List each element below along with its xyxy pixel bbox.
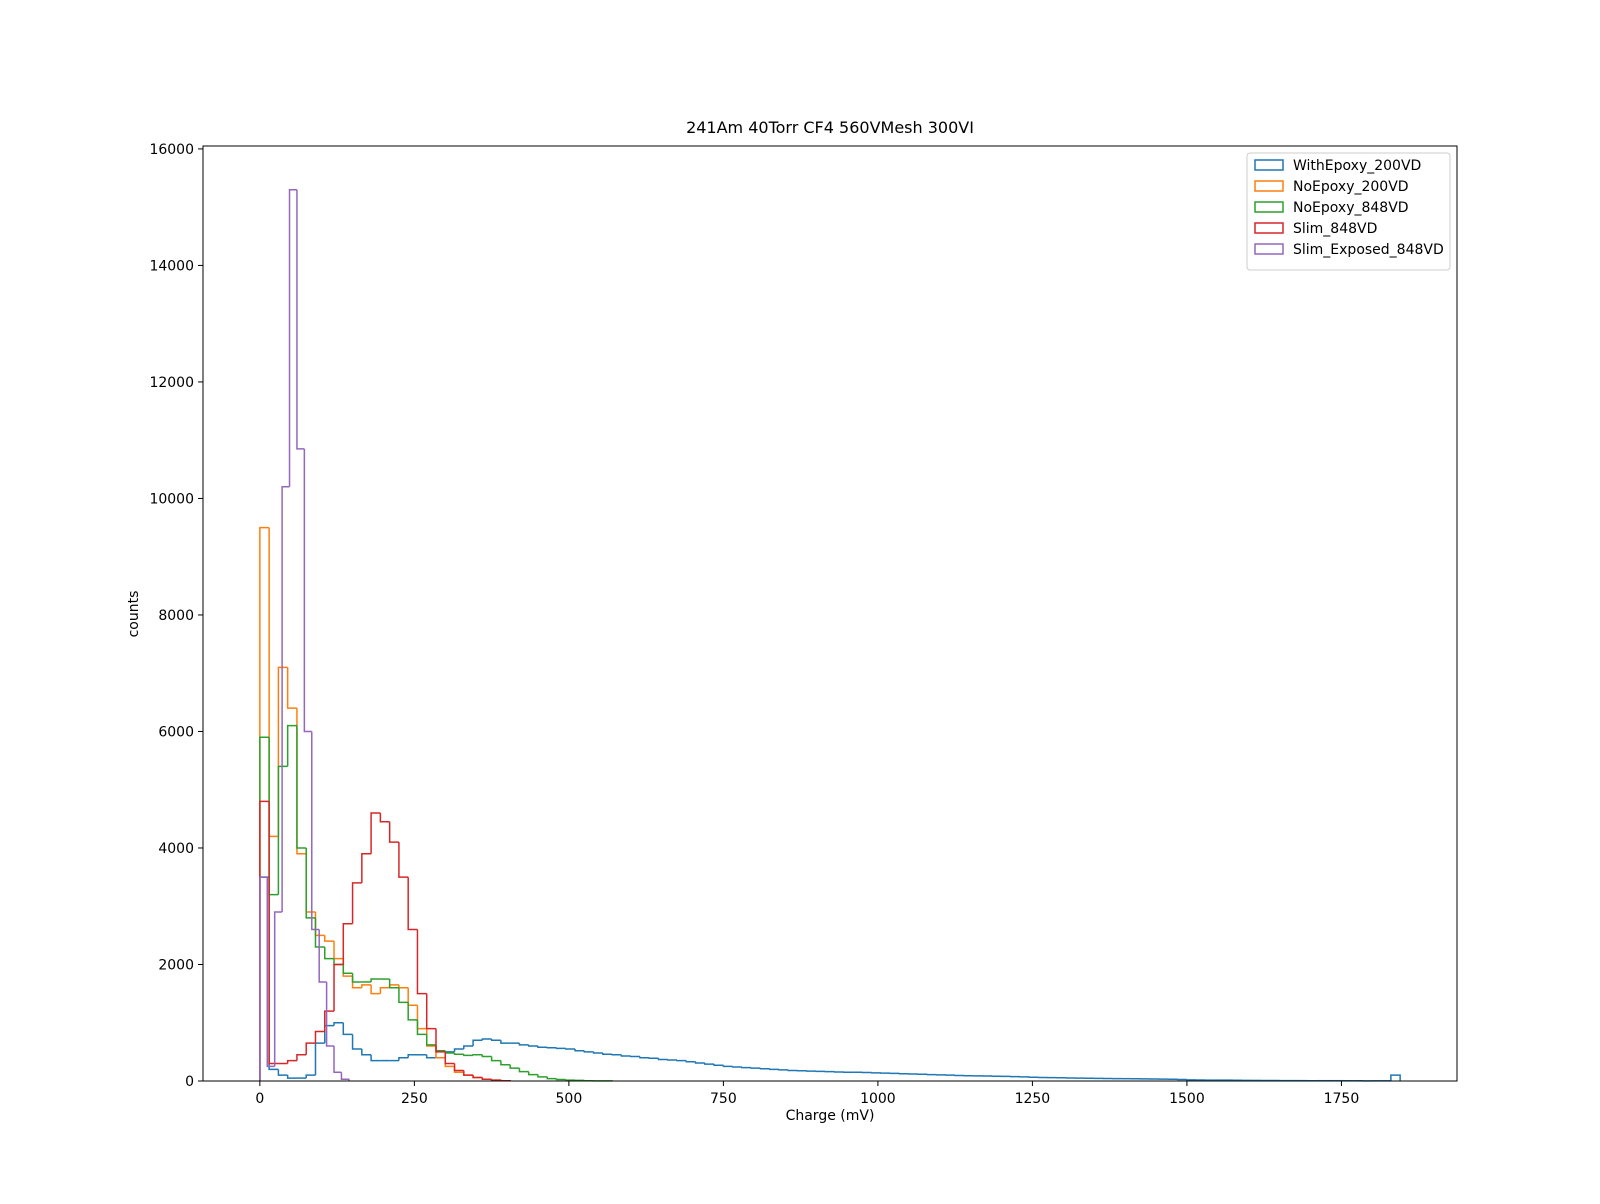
y-axis-label: counts <box>126 591 142 638</box>
histogram-bin <box>492 1079 501 1080</box>
y-tick-label: 16000 <box>149 142 194 158</box>
histogram-bin <box>733 1066 742 1067</box>
histogram-bin <box>557 1048 566 1049</box>
histogram-bin <box>649 1058 658 1059</box>
chart-title: 241Am 40Torr CF4 560VMesh 300VI <box>686 118 974 137</box>
histogram-bin <box>557 1079 566 1080</box>
histogram-bin <box>779 1069 788 1070</box>
x-tick-label: 1750 <box>1324 1091 1360 1107</box>
legend-label: NoEpoxy_200VD <box>1293 179 1409 195</box>
histogram-bin <box>473 1055 482 1056</box>
histogram-bin <box>742 1067 751 1068</box>
legend-label: Slim_Exposed_848VD <box>1293 242 1444 258</box>
legend-label: Slim_848VD <box>1293 221 1377 237</box>
y-tick-label: 6000 <box>158 724 194 740</box>
histogram-bin <box>677 1060 686 1061</box>
x-tick-label: 1250 <box>1015 1091 1051 1107</box>
histogram-bin <box>668 1059 677 1060</box>
x-tick-label: 1500 <box>1169 1091 1205 1107</box>
histogram-bin <box>770 1069 779 1070</box>
histogram-bin <box>760 1068 769 1069</box>
y-tick-label: 12000 <box>149 375 194 391</box>
x-tick-label: 500 <box>556 1091 583 1107</box>
histogram-bin <box>612 1054 621 1055</box>
x-axis-label: Charge (mV) <box>786 1108 875 1124</box>
histogram-bin <box>751 1068 760 1069</box>
x-tick-label: 250 <box>401 1091 428 1107</box>
histogram-bin <box>631 1056 640 1057</box>
legend-label: WithEpoxy_200VD <box>1293 158 1421 174</box>
y-tick-label: 10000 <box>149 491 194 507</box>
x-tick-label: 1000 <box>860 1091 896 1107</box>
legend: WithEpoxy_200VD NoEpoxy_200VD NoEpoxy_848V… <box>1247 153 1450 270</box>
y-tick-label: 0 <box>185 1074 194 1090</box>
x-tick-label: 750 <box>710 1091 737 1107</box>
histogram-bin <box>788 1070 797 1071</box>
y-tick-label: 2000 <box>158 957 194 973</box>
x-tick-label: 0 <box>255 1091 264 1107</box>
legend-label: NoEpoxy_848VD <box>1293 200 1409 216</box>
y-tick-label: 14000 <box>149 258 194 274</box>
histogram-bin <box>566 1080 575 1081</box>
histogram-bin <box>566 1048 575 1049</box>
y-tick-label: 8000 <box>158 608 194 624</box>
y-tick-label: 4000 <box>158 841 194 857</box>
histogram-bin <box>547 1047 556 1048</box>
